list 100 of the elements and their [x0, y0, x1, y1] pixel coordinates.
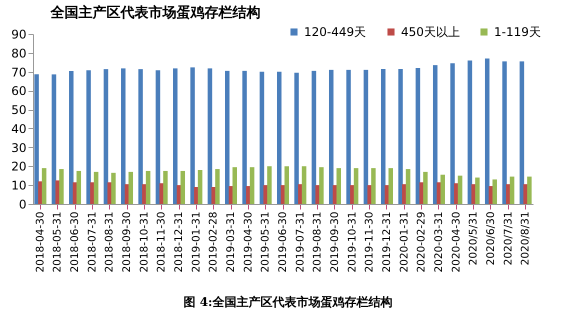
bar	[208, 68, 212, 204]
bar	[142, 184, 147, 204]
bar	[42, 168, 46, 204]
bar	[76, 170, 82, 204]
bar	[232, 167, 238, 204]
bar	[423, 172, 428, 204]
x-tick-label: 2020-04-30	[450, 212, 462, 273]
y-tick-label: 90	[11, 28, 26, 42]
bar	[319, 167, 324, 204]
bar	[432, 65, 438, 204]
bar	[506, 184, 511, 204]
x-tick-label: 2018-08-31	[104, 212, 116, 273]
x-tick-label: 2019-12-31	[380, 212, 393, 273]
bar	[156, 70, 160, 204]
x-tick-label: 2019-06-30	[277, 212, 289, 273]
y-tick-label: 10	[11, 178, 26, 193]
bar	[225, 70, 230, 204]
x-tick-label: 2019-11-30	[364, 212, 376, 273]
bar	[242, 70, 247, 204]
bar	[34, 74, 39, 204]
bar	[69, 71, 74, 204]
x-tick-label: 2019-07-31	[294, 212, 306, 273]
y-tick-label: 60	[11, 84, 26, 98]
bar	[520, 61, 524, 204]
bar	[492, 179, 497, 204]
bar	[180, 170, 186, 204]
y-tick-label: 20	[11, 160, 26, 174]
bar	[260, 72, 264, 204]
bar	[402, 184, 407, 204]
bar	[128, 172, 134, 204]
bar	[484, 58, 490, 204]
x-tick-label: 2019-03-31	[225, 212, 238, 273]
y-tick-label: 0	[18, 198, 26, 212]
y-tick-label: 80	[11, 46, 26, 60]
legend-label: 450天以上	[401, 25, 460, 39]
bar	[527, 176, 532, 204]
legend-label: 1-119天	[494, 25, 541, 39]
x-tick-label: 2018-07-31	[86, 212, 98, 273]
bar	[458, 176, 462, 204]
bar	[416, 68, 420, 204]
bar	[59, 169, 64, 204]
bar	[198, 170, 202, 204]
x-tick-label: 2020/8/31	[520, 212, 532, 266]
bar	[284, 166, 290, 204]
bar	[312, 70, 316, 204]
bar	[111, 172, 116, 204]
x-tick-label: 2019-04-30	[242, 212, 254, 273]
bar	[173, 68, 178, 204]
x-tick-label: 2018-04-30	[34, 212, 46, 273]
bar	[86, 70, 91, 204]
bar	[440, 174, 445, 204]
bar	[215, 169, 220, 204]
x-tick-label: 2018-12-31	[173, 212, 186, 273]
bar	[298, 184, 303, 204]
y-tick-label: 50	[11, 103, 26, 118]
bar	[163, 170, 168, 204]
x-tick-label: 2020/6/30	[484, 212, 497, 266]
bar	[190, 67, 195, 204]
bar	[146, 170, 150, 204]
bar	[336, 168, 341, 204]
bar	[346, 70, 351, 204]
bar	[354, 168, 358, 204]
y-tick-label: 70	[11, 65, 26, 80]
x-tick-label: 2018-06-30	[69, 212, 82, 273]
y-tick-label: 30	[11, 140, 26, 155]
bar	[406, 169, 410, 204]
x-tick-label: 2019-05-31	[260, 212, 272, 273]
x-tick-label: 2020/7/31	[502, 212, 514, 266]
x-tick-label: 2018-09-30	[121, 212, 134, 273]
bar	[267, 166, 272, 204]
chart-title: 全国主产区代表市场蛋鸡存栏结构	[50, 4, 261, 21]
x-tick-label: 2019-09-30	[328, 212, 341, 273]
bar	[104, 69, 108, 204]
x-tick-label: 2020-01-31	[398, 212, 410, 273]
bar	[276, 72, 282, 204]
x-tick-label: 2020-03-31	[432, 212, 445, 273]
bar	[302, 166, 306, 204]
x-tick-label: 2020/5/31	[468, 212, 480, 266]
legend-label: 120-449天	[304, 25, 366, 39]
x-tick-label: 2018-05-31	[52, 212, 64, 273]
bar	[468, 60, 472, 204]
bar	[138, 69, 143, 204]
bar	[475, 178, 480, 204]
bar	[94, 172, 98, 204]
caption: 图 4:全国主产区代表市场蛋鸡存栏结构	[182, 294, 394, 311]
y-tick-label: 40	[11, 122, 26, 136]
bar	[450, 63, 455, 204]
x-tick-label: 2019-01-31	[190, 212, 202, 273]
bar	[294, 72, 299, 204]
bar	[52, 74, 56, 204]
x-tick-label: 2019-10-31	[346, 212, 358, 273]
x-tick-label: 2019-02-28	[208, 212, 220, 273]
bar	[398, 68, 403, 204]
bar	[510, 176, 514, 204]
bar	[121, 68, 126, 204]
bar	[388, 168, 393, 204]
x-tick-label: 2018-10-31	[138, 212, 150, 273]
bar	[454, 183, 459, 204]
bar	[502, 61, 507, 204]
bar	[250, 167, 254, 204]
